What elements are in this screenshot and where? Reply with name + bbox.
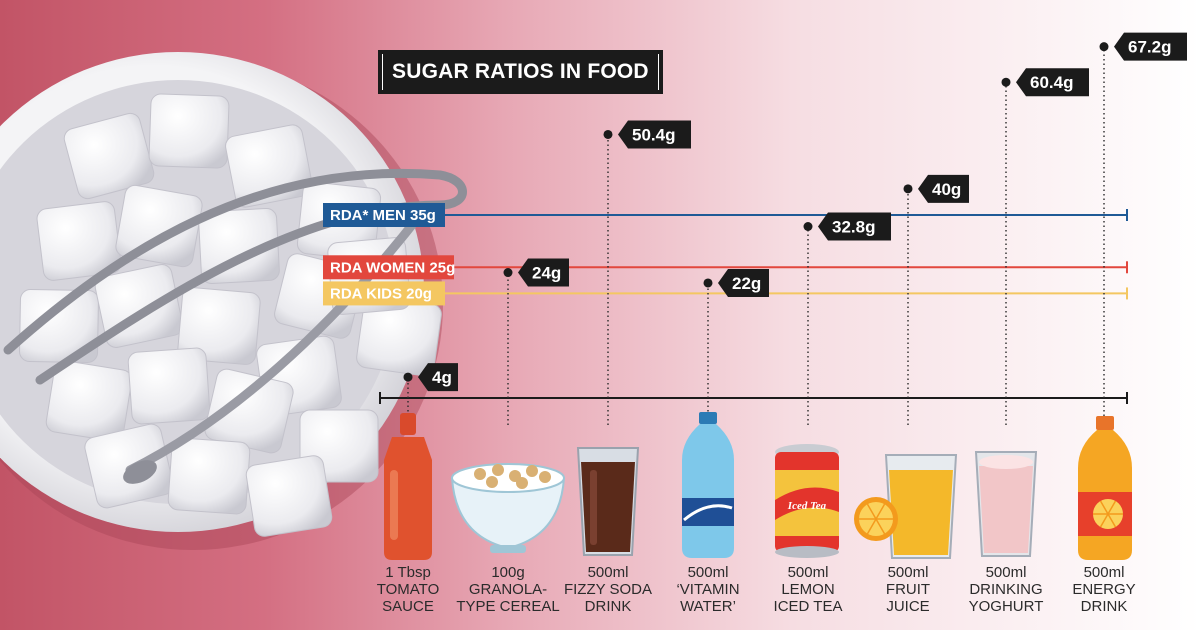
category-label: 500ml (1084, 564, 1125, 581)
value-label: 40g (932, 180, 961, 199)
cereal-bowl-icon (450, 463, 566, 553)
category-label: 1 Tbsp (385, 564, 431, 581)
can-text: Iced Tea (787, 500, 827, 512)
value-dot (803, 222, 813, 232)
value-label: 32.8g (832, 218, 875, 237)
category-label: ICED TEA (774, 598, 843, 615)
category-label: 500ml (888, 564, 929, 581)
sugar-bowl-illustration (0, 52, 467, 550)
sugar-cube (63, 112, 155, 200)
reference-label-box (323, 281, 445, 306)
value-tag (918, 174, 969, 203)
sugar-cube (127, 347, 211, 425)
category-label: 100g (491, 564, 524, 581)
value-tag (618, 120, 691, 149)
category-label: FIZZY SODA (564, 581, 652, 598)
category-label: YOGHURT (969, 598, 1044, 615)
value-tag (418, 363, 458, 392)
sugar-cube (177, 287, 261, 365)
sugar-cube (115, 184, 203, 268)
category-label: SAUCE (382, 598, 434, 615)
value-label: 22g (732, 274, 761, 293)
water-bottle-icon (682, 412, 734, 558)
category-label: 500ml (788, 564, 829, 581)
iced-tea-can-icon: Iced Tea (775, 444, 839, 558)
sugar-cube (45, 360, 133, 442)
value-label: 60.4g (1030, 73, 1073, 92)
reference-label: RDA KIDS 20g (330, 285, 432, 302)
value-dot (603, 129, 613, 139)
reference-label-box (323, 255, 454, 280)
category-label: DRINKING (969, 581, 1042, 598)
category-label: LEMON (781, 581, 834, 598)
category-label: ENERGY (1072, 581, 1135, 598)
value-dot (1001, 77, 1011, 87)
value-dot (1099, 42, 1109, 52)
value-label: 67.2g (1128, 38, 1171, 57)
reference-label-box (323, 203, 445, 227)
category-label: WATER’ (680, 598, 736, 615)
category-label: 500ml (688, 564, 729, 581)
value-dot (703, 278, 713, 288)
category-label: 500ml (588, 564, 629, 581)
category-label: DRINK (1081, 598, 1128, 615)
value-tag (518, 258, 569, 287)
tong-tip (123, 460, 157, 484)
sugar-cube (148, 93, 230, 169)
value-label: 4g (432, 368, 452, 387)
chart-title: SUGAR RATIOS IN FOOD (378, 50, 663, 94)
soda-glass-icon (576, 447, 640, 556)
value-tag (718, 268, 769, 297)
category-label: TOMATO (377, 581, 440, 598)
juice-glass-icon (854, 454, 958, 559)
value-tag (1114, 32, 1187, 61)
value-tag (1016, 68, 1089, 97)
category-label: GRANOLA- (469, 581, 547, 598)
sugar-cube (19, 288, 99, 364)
value-tag (818, 212, 891, 241)
category-label: 500ml (986, 564, 1027, 581)
yoghurt-glass-icon (974, 451, 1038, 557)
category-label: ‘VITAMIN (676, 581, 739, 598)
value-dot (503, 268, 513, 278)
category-label: FRUIT (886, 581, 930, 598)
value-dot (903, 184, 913, 194)
ketchup-bottle-icon (384, 413, 432, 560)
reference-label: RDA* MEN 35g (330, 207, 436, 224)
value-dot (403, 372, 413, 382)
value-label: 24g (532, 264, 561, 283)
value-label: 50.4g (632, 125, 675, 144)
category-label: TYPE CEREAL (456, 598, 559, 615)
category-label: DRINK (585, 598, 632, 615)
sugar-tongs (3, 168, 467, 385)
category-label: JUICE (886, 598, 929, 615)
reference-label: RDA WOMEN 25g (330, 259, 455, 276)
energy-drink-bottle-icon (1078, 416, 1132, 560)
sugar-cube (245, 455, 333, 537)
